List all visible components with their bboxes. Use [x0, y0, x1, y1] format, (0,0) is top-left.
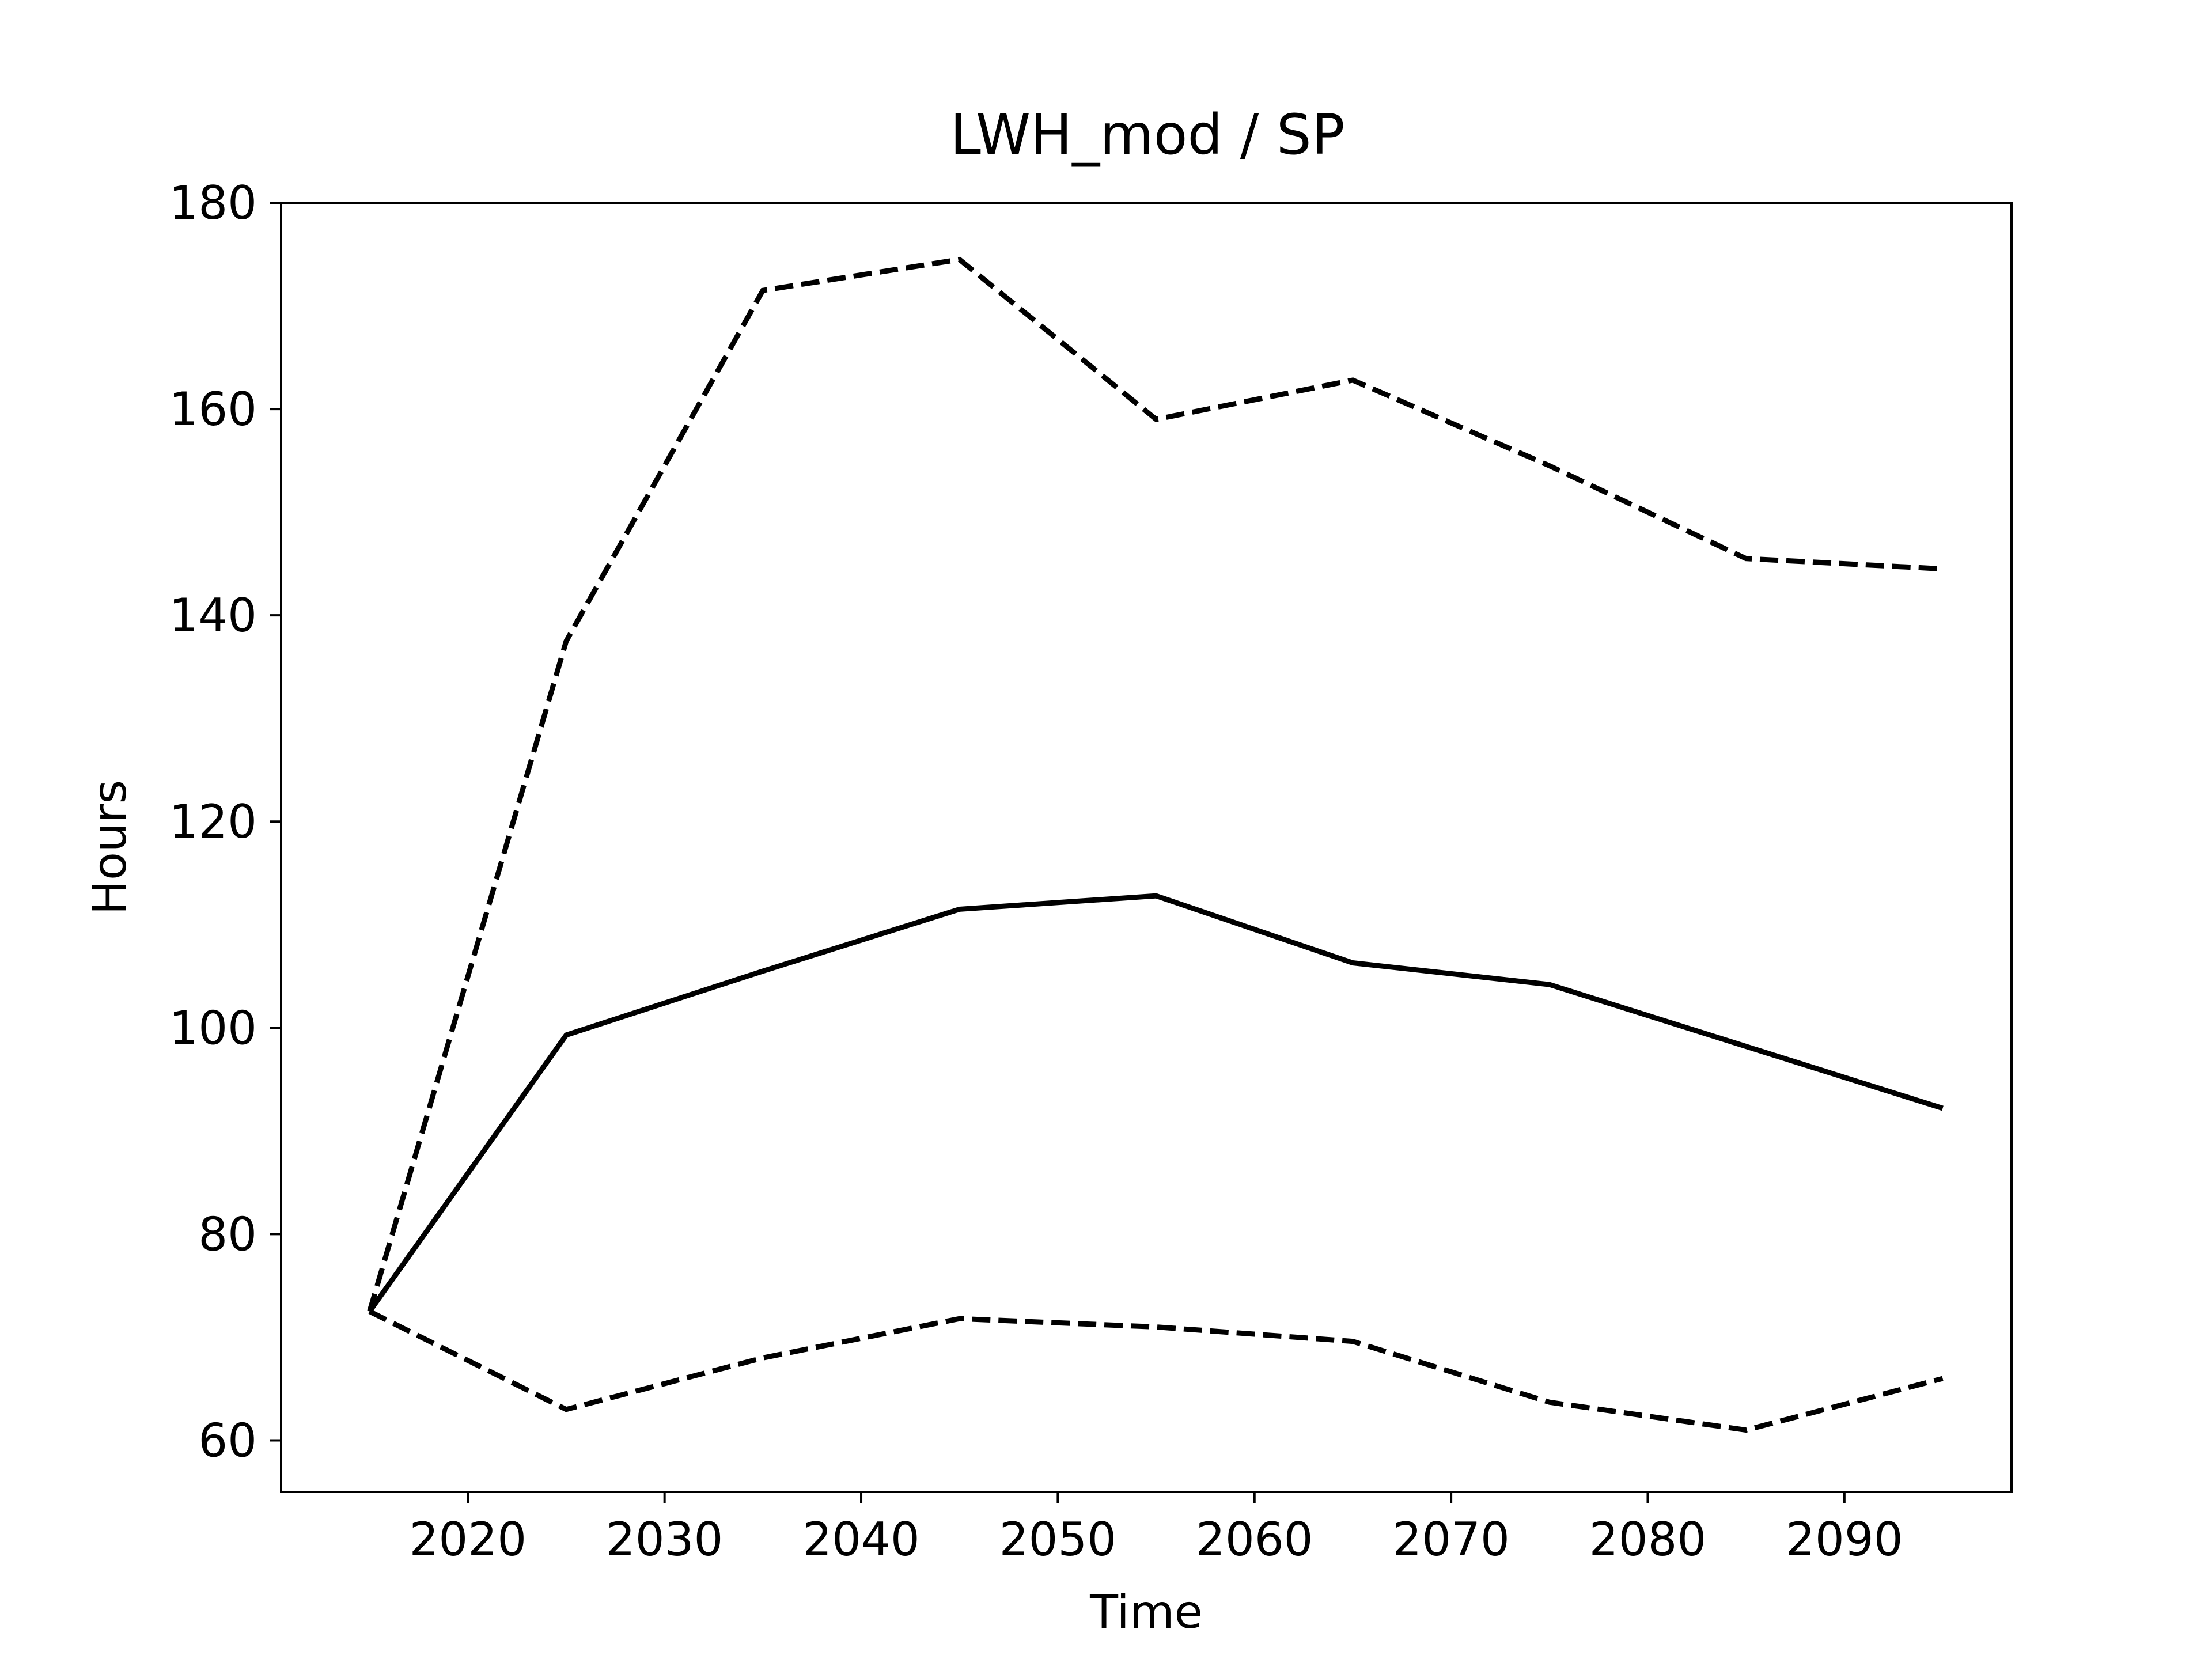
x-axis-tick-label: 2030	[606, 1513, 724, 1566]
y-axis-title: Hours	[83, 780, 137, 915]
x-axis-tick-label: 2080	[1589, 1513, 1707, 1566]
axes-frame	[280, 202, 2013, 1493]
y-axis-tick-label: 80	[198, 1207, 257, 1261]
x-axis-tick-label: 2040	[802, 1513, 920, 1566]
y-axis-tick-label: 100	[169, 1001, 257, 1055]
y-axis-tick-label: 180	[169, 176, 257, 230]
y-axis-tick-label: 140	[169, 589, 257, 642]
plot-area	[280, 202, 2013, 1493]
series-line-2	[367, 893, 1944, 1313]
y-axis-tick-label: 160	[169, 382, 257, 436]
x-axis: 2020 2030 2040 2050 2060 2070 2080 2090	[410, 1492, 1903, 1566]
series-line-3	[368, 1309, 1944, 1433]
y-axis-tick-label: 120	[169, 795, 257, 849]
x-axis-tick-label: 2060	[1196, 1513, 1313, 1566]
x-axis-tick-label: 2050	[999, 1513, 1117, 1566]
x-axis-title: Time	[1089, 1585, 1203, 1639]
y-axis-tick-label: 60	[198, 1414, 257, 1467]
series-layer	[367, 256, 1944, 1433]
x-axis-tick-label: 2020	[410, 1513, 527, 1566]
series-line-1	[367, 256, 1943, 1312]
y-axis: 60 80 100 120 140 160 180	[169, 176, 281, 1467]
chart-title: LWH_mod / SP	[950, 103, 1344, 167]
x-axis-tick-label: 2070	[1392, 1513, 1510, 1566]
x-axis-tick-label: 2090	[1786, 1513, 1903, 1566]
